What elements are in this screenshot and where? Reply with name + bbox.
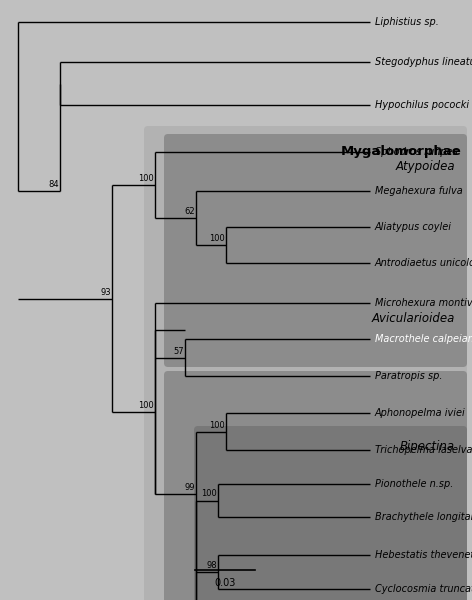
Text: Mygalomorphae: Mygalomorphae — [341, 145, 462, 158]
Text: Atypoidea: Atypoidea — [396, 160, 455, 173]
Text: 100: 100 — [209, 421, 225, 430]
Text: 93: 93 — [101, 287, 111, 296]
Text: Brachythele longitarsus: Brachythele longitarsus — [375, 512, 472, 522]
FancyBboxPatch shape — [164, 134, 467, 367]
Text: Sphodros rufipes: Sphodros rufipes — [375, 147, 458, 157]
Text: Hypochilus pococki: Hypochilus pococki — [375, 100, 469, 110]
Text: 57: 57 — [173, 346, 184, 355]
Text: Aliatypus coylei: Aliatypus coylei — [375, 222, 452, 232]
FancyBboxPatch shape — [194, 426, 467, 600]
Text: Liphistius sp.: Liphistius sp. — [375, 17, 439, 27]
Text: 98: 98 — [206, 561, 217, 570]
Text: Microhexura montivaga: Microhexura montivaga — [375, 298, 472, 308]
Text: Antrodiaetus unicolor: Antrodiaetus unicolor — [375, 258, 472, 268]
Text: 62: 62 — [185, 207, 195, 216]
Text: Cyclocosmia truncata: Cyclocosmia truncata — [375, 584, 472, 594]
Text: 100: 100 — [209, 234, 225, 243]
Text: Stegodyphus lineatus: Stegodyphus lineatus — [375, 57, 472, 67]
Text: Pionothele n.sp.: Pionothele n.sp. — [375, 479, 454, 489]
Text: 99: 99 — [185, 483, 195, 492]
Text: Macrothele calpeiana: Macrothele calpeiana — [375, 334, 472, 344]
Text: 100: 100 — [138, 401, 154, 410]
FancyBboxPatch shape — [144, 126, 467, 600]
Text: Bipectina: Bipectina — [400, 440, 455, 453]
Text: Paratropis sp.: Paratropis sp. — [375, 371, 443, 381]
Text: Megahexura fulva: Megahexura fulva — [375, 186, 463, 196]
Text: Hebestatis theveneti: Hebestatis theveneti — [375, 550, 472, 560]
Text: 100: 100 — [201, 490, 217, 499]
Text: 84: 84 — [48, 180, 59, 189]
Text: 0.03: 0.03 — [214, 578, 236, 588]
Text: Aphonopelma iviei: Aphonopelma iviei — [375, 408, 466, 418]
FancyBboxPatch shape — [164, 371, 467, 600]
Text: Trichopelma laselva: Trichopelma laselva — [375, 445, 472, 455]
Text: Avicularioidea: Avicularioidea — [371, 312, 455, 325]
Text: 100: 100 — [138, 174, 154, 183]
